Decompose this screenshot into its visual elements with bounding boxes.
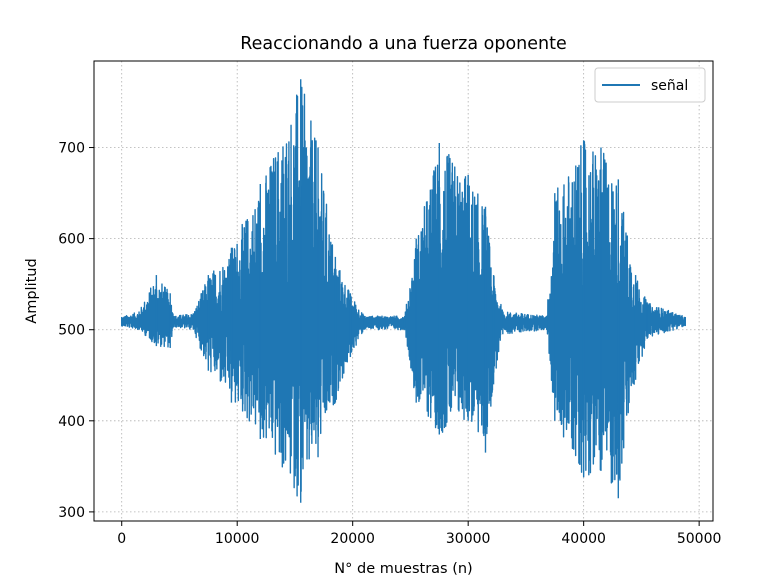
x-tick-label: 40000	[561, 531, 606, 547]
legend-box	[594, 67, 706, 103]
x-axis-label: N° de muestras (n)	[334, 561, 472, 577]
axis-ticks: 0 10000 20000 30000 40000 50000 300 400 500 600 70…	[58, 141, 721, 547]
plot-frame	[93, 60, 714, 522]
y-tick-label: 300	[58, 505, 85, 521]
signal-series	[121, 79, 686, 503]
legend-label-senal: señal	[651, 78, 688, 94]
chart-title: Reaccionando a una fuerza oponente	[240, 34, 567, 54]
y-axis-label: Amplitud	[24, 258, 40, 323]
x-tick-label: 0	[117, 531, 126, 547]
y-tick-label: 500	[58, 323, 85, 339]
x-tick-label: 10000	[215, 531, 260, 547]
y-tick-label: 400	[58, 414, 85, 430]
x-tick-label: 20000	[330, 531, 375, 547]
x-tick-label: 50000	[677, 531, 722, 547]
series-line-senal	[121, 86, 686, 497]
y-tick-label: 700	[58, 141, 85, 157]
grid-lines	[94, 61, 713, 521]
y-tick-label: 600	[58, 232, 85, 248]
legend: señal	[594, 67, 706, 103]
x-tick-label: 30000	[446, 531, 491, 547]
